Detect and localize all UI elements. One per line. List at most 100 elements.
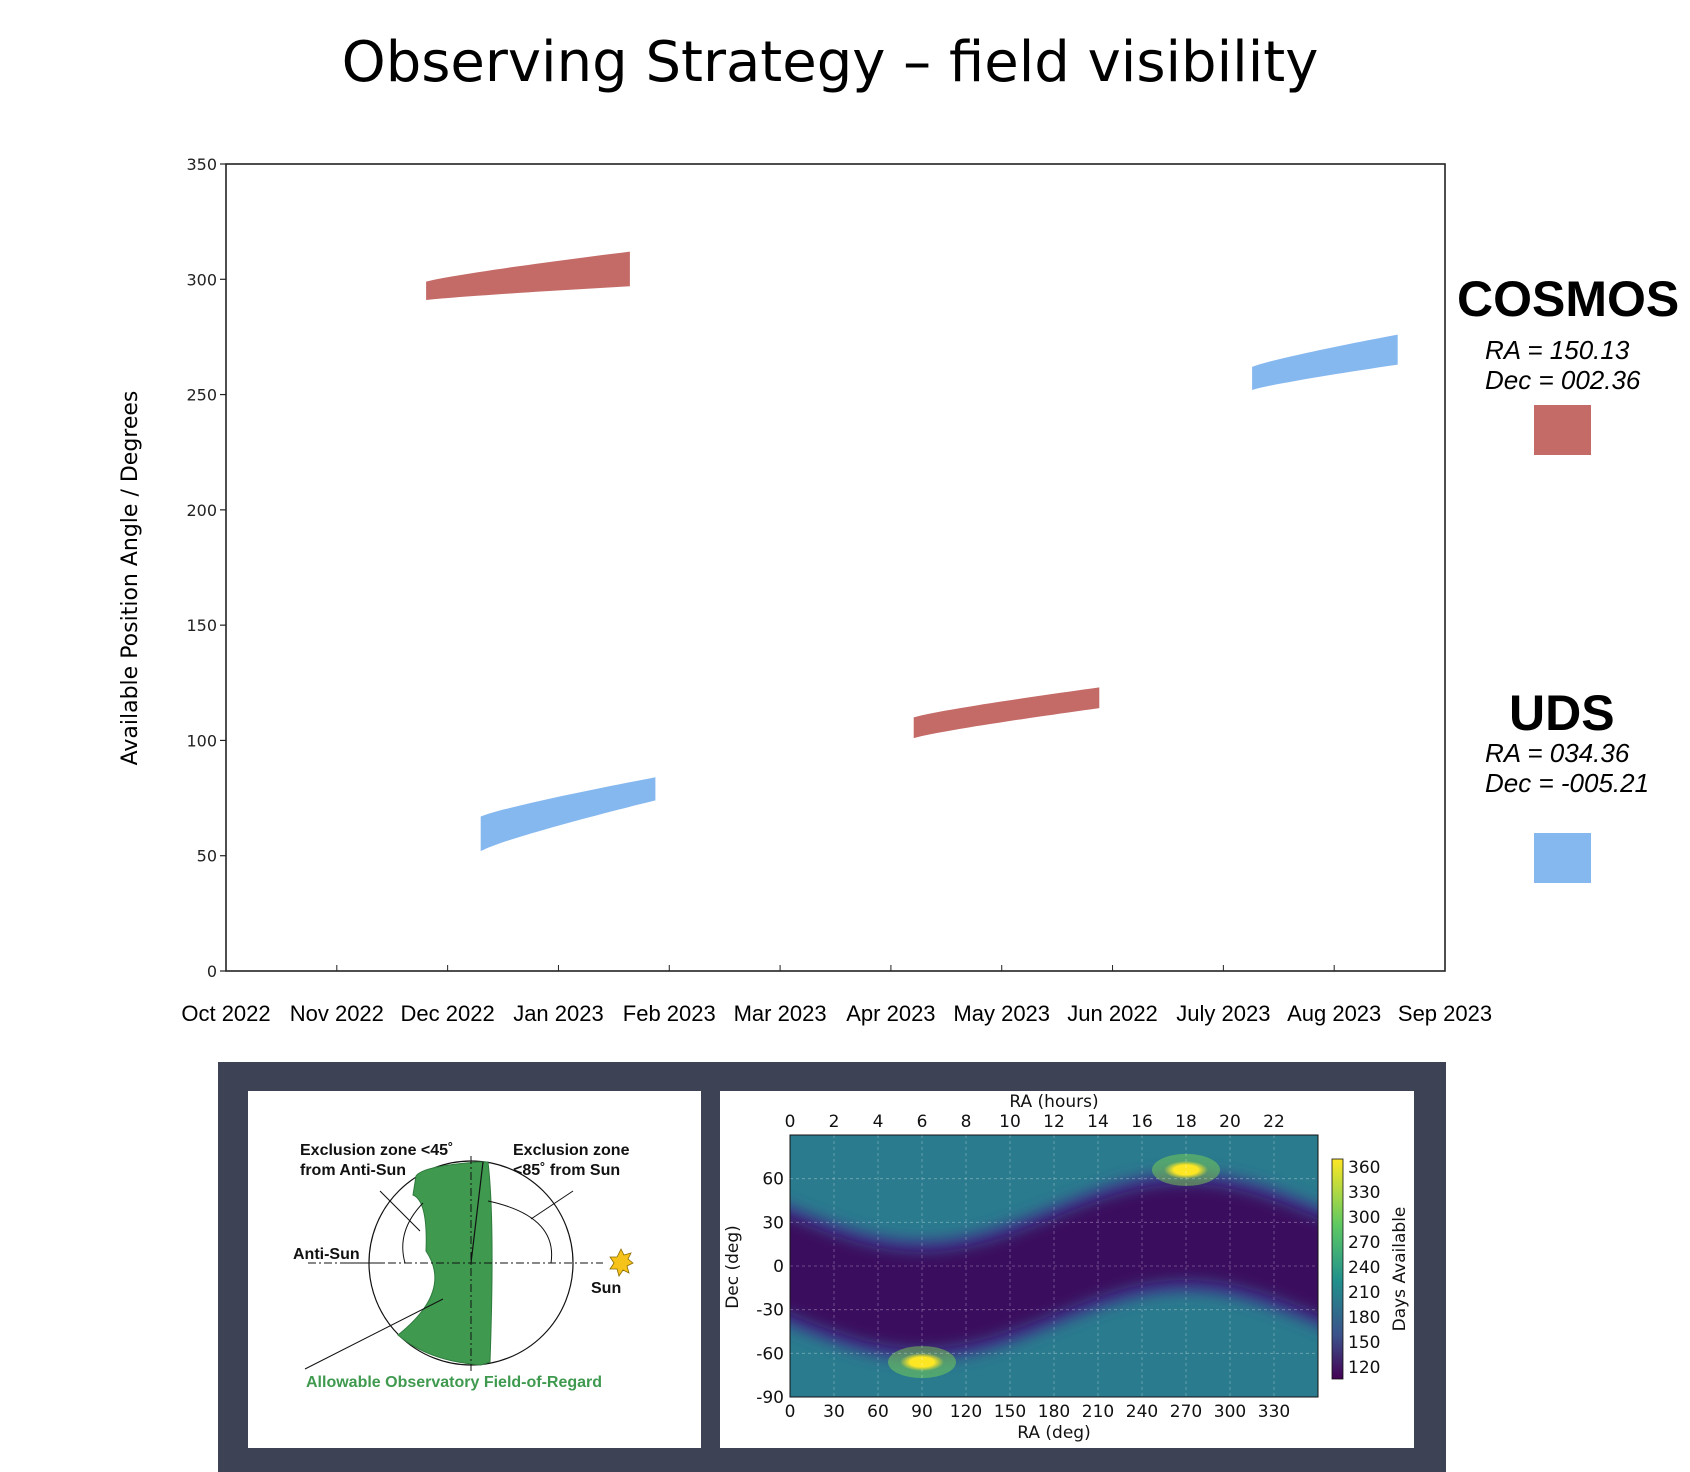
heat-x-tick: 0 — [785, 1402, 796, 1422]
legend-cosmos-name: COSMOS — [1457, 271, 1680, 327]
heat-x-tick: 30 — [823, 1402, 845, 1422]
heat-x-tick: 300 — [1214, 1402, 1246, 1422]
y-axis-label: Available Position Angle / Degrees — [118, 391, 143, 766]
colorbar-tick: 270 — [1348, 1233, 1380, 1253]
heat-x-tick: 120 — [950, 1402, 982, 1422]
bottom-panel: Exclusion zone <45˚ from Anti-Sun Exclus… — [218, 1062, 1446, 1472]
colorbar-tick: 240 — [1348, 1258, 1380, 1278]
x-tick-label: Aug 2023 — [1287, 1001, 1381, 1026]
heat-top-tick: 12 — [1043, 1112, 1065, 1132]
hotspot-1 — [900, 1353, 944, 1372]
label-field-of-regard: Allowable Observatory Field-of-Regard — [306, 1374, 602, 1391]
position-angle-chart: 0 50 100 150 200 250 300 350 Oct 2022 Nov 2022 Dec… — [118, 155, 1492, 1026]
heat-top-tick: 18 — [1175, 1112, 1197, 1132]
legend-uds-dec: Dec = -005.21 — [1485, 768, 1650, 798]
sky-visibility-heatmap: 0 30 60 90 120 150 180 210 240 270 300 330 -90 -60 -30… — [720, 1091, 1414, 1448]
heatmap-top-label: RA (hours) — [1009, 1092, 1098, 1112]
y-tick-label: 150 — [186, 616, 217, 635]
heat-x-tick: 240 — [1126, 1402, 1158, 1422]
label-sun: Sun — [591, 1280, 621, 1297]
heatmap-frame — [789, 1134, 1319, 1398]
heatmap-grid — [789, 1134, 1319, 1398]
heat-x-tick: 150 — [994, 1402, 1026, 1422]
visibility-bands — [426, 251, 1398, 852]
heat-x-tick: 270 — [1170, 1402, 1202, 1422]
band-uds-1 — [480, 777, 656, 852]
x-tick-label: Jan 2023 — [513, 1001, 604, 1026]
heat-y-tick: -90 — [756, 1388, 784, 1408]
legend-uds-name: UDS — [1509, 685, 1615, 741]
label-anti-sun: Anti-Sun — [293, 1246, 360, 1263]
label-exclusion-anti-sun-2: from Anti-Sun — [300, 1162, 406, 1179]
tick-labels: 0 50 100 150 200 250 300 350 Oct 2022 Nov 2022 Dec… — [181, 155, 1492, 1026]
heat-y-tick: 30 — [762, 1213, 784, 1233]
colorbar-label: Days Available — [1390, 1207, 1410, 1332]
heat-top-tick: 20 — [1219, 1112, 1241, 1132]
legend-cosmos-swatch — [1534, 405, 1591, 455]
label-exclusion-anti-sun-1: Exclusion zone <45˚ — [300, 1142, 453, 1159]
y-tick-label: 50 — [197, 847, 217, 866]
y-tick-label: 250 — [186, 386, 217, 405]
heat-top-tick: 8 — [961, 1112, 972, 1132]
field-of-regard-diagram: Exclusion zone <45˚ from Anti-Sun Exclus… — [248, 1091, 701, 1448]
legend-uds-swatch — [1534, 833, 1591, 883]
field-of-regard-region — [397, 1161, 493, 1366]
legend-cosmos-dec: Dec = 002.36 — [1485, 365, 1641, 395]
x-tick-label: Oct 2022 — [181, 1001, 270, 1026]
heat-top-tick: 2 — [829, 1112, 840, 1132]
x-tick-label: Dec 2022 — [401, 1001, 495, 1026]
heatmap-plot — [790, 1135, 1318, 1397]
heatmap-x-label: RA (deg) — [1017, 1423, 1090, 1443]
heat-top-tick: 16 — [1131, 1112, 1153, 1132]
legend-uds-ra: RA = 034.36 — [1485, 738, 1630, 768]
colorbar-tick: 180 — [1348, 1308, 1380, 1328]
band-cosmos-1 — [426, 251, 630, 300]
x-tick-label: Sep 2023 — [1398, 1001, 1492, 1026]
sun-icon — [609, 1248, 634, 1277]
heat-y-tick: -60 — [756, 1344, 784, 1364]
heat-top-tick: 14 — [1087, 1112, 1109, 1132]
colorbar-tick: 360 — [1348, 1158, 1380, 1178]
x-tick-label: Jun 2022 — [1067, 1001, 1158, 1026]
heatmap-y-label: Dec (deg) — [723, 1225, 743, 1309]
ecliptic-band-inner — [790, 1183, 1318, 1349]
chart-axes — [220, 163, 1446, 972]
heat-top-tick: 10 — [999, 1112, 1021, 1132]
colorbar-tick: 150 — [1348, 1333, 1380, 1353]
heat-x-tick: 210 — [1082, 1402, 1114, 1422]
y-tick-label: 300 — [186, 270, 217, 289]
colorbar — [1331, 1158, 1344, 1380]
band-uds-2 — [1252, 334, 1398, 390]
legend-cosmos-ra: RA = 150.13 — [1485, 335, 1630, 365]
y-tick-label: 350 — [186, 155, 217, 174]
x-tick-label: May 2023 — [953, 1001, 1050, 1026]
heat-y-tick: -30 — [756, 1301, 784, 1321]
label-exclusion-sun-1: Exclusion zone — [513, 1142, 630, 1159]
label-exclusion-sun-2: <85˚ from Sun — [513, 1162, 620, 1179]
heat-x-tick: 90 — [911, 1402, 933, 1422]
colorbar-tick: 210 — [1348, 1283, 1380, 1303]
x-tick-label: Apr 2023 — [846, 1001, 935, 1026]
y-tick-label: 0 — [207, 962, 217, 981]
x-tick-label: Feb 2023 — [623, 1001, 716, 1026]
heat-x-tick: 330 — [1258, 1402, 1290, 1422]
slide-title: Observing Strategy – field visibility — [341, 30, 1319, 95]
y-tick-label: 100 — [186, 731, 217, 750]
colorbar-tick: 120 — [1348, 1358, 1380, 1378]
colorbar-tick: 330 — [1348, 1183, 1380, 1203]
heat-top-tick: 4 — [873, 1112, 884, 1132]
x-tick-label: July 2023 — [1176, 1001, 1270, 1026]
x-tick-label: Nov 2022 — [290, 1001, 384, 1026]
plot-frame — [225, 163, 1446, 972]
y-tick-label: 200 — [186, 501, 217, 520]
hotspot-2 — [1164, 1160, 1208, 1179]
heat-y-tick: 60 — [762, 1170, 784, 1190]
heat-top-tick: 6 — [917, 1112, 928, 1132]
colorbar-tick: 300 — [1348, 1208, 1380, 1228]
heat-x-tick: 60 — [867, 1402, 889, 1422]
band-cosmos-2 — [913, 687, 1100, 739]
x-tick-label: Mar 2023 — [734, 1001, 827, 1026]
heat-x-tick: 180 — [1038, 1402, 1070, 1422]
heat-top-tick: 0 — [785, 1112, 796, 1132]
heat-top-tick: 22 — [1263, 1112, 1285, 1132]
